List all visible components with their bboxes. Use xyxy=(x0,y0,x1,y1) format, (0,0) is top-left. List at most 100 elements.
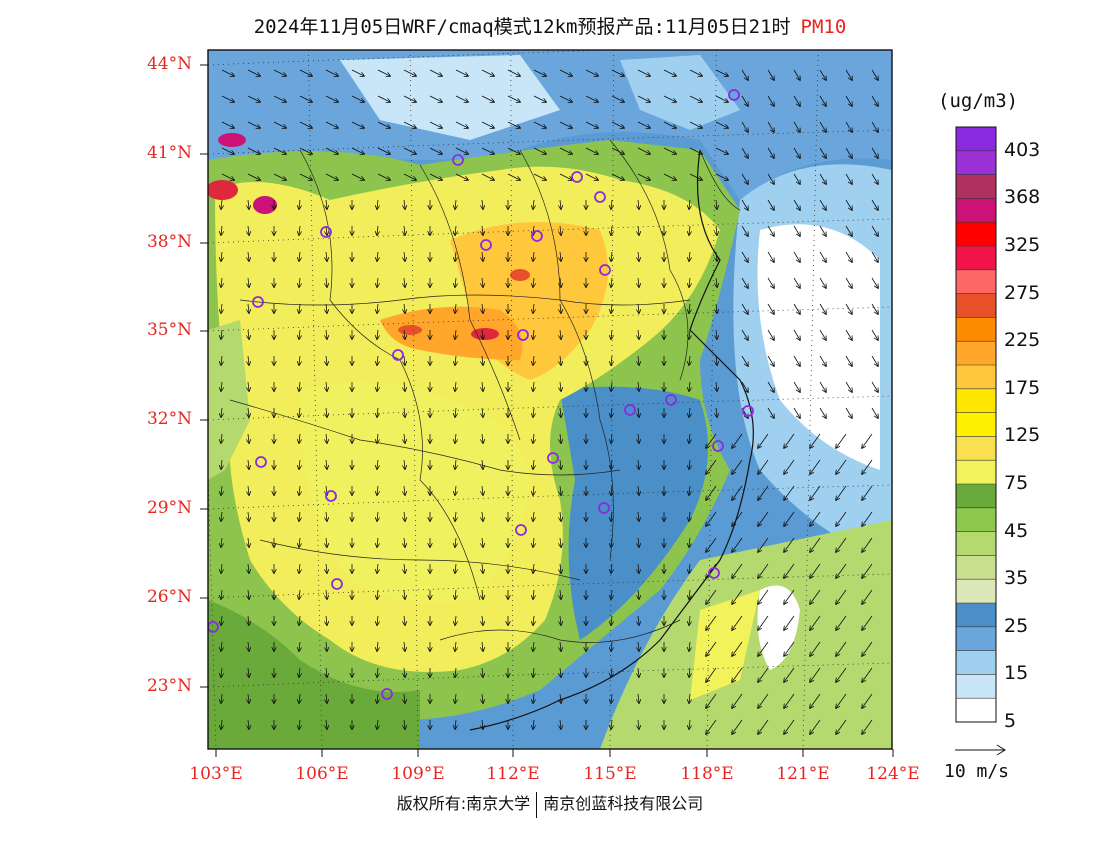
wind-vector xyxy=(533,303,534,313)
colorbar-cell xyxy=(956,412,996,437)
wind-vector xyxy=(663,95,676,102)
wind-vector xyxy=(482,355,483,365)
footer-separator xyxy=(536,791,538,818)
wind-vector xyxy=(221,719,222,729)
wind-vector xyxy=(221,641,222,651)
wind-vector xyxy=(248,277,249,287)
wind-vector xyxy=(325,95,338,102)
southwest-zone xyxy=(208,600,420,749)
wind-vector xyxy=(611,407,612,417)
wind-vector xyxy=(862,641,873,656)
wind-vector xyxy=(871,381,878,392)
wind-vector xyxy=(819,381,826,392)
wind-vector xyxy=(560,485,561,495)
wind-vector xyxy=(836,485,847,500)
wind-vector xyxy=(248,381,249,391)
wind-vector xyxy=(741,381,748,392)
city-marker xyxy=(255,456,267,468)
city-marker xyxy=(252,296,264,308)
wind-vector xyxy=(560,589,561,599)
wind-vector xyxy=(273,121,286,128)
wind-vector xyxy=(732,563,743,578)
wind-vector xyxy=(299,511,300,521)
north-clean-area xyxy=(340,55,560,140)
wind-vector xyxy=(377,95,390,102)
wind-vector xyxy=(299,355,300,365)
wind-vector xyxy=(482,381,483,391)
wind-vector xyxy=(611,381,612,391)
wind-vector xyxy=(716,199,717,209)
colorbar-cell xyxy=(956,198,996,223)
wind-vector xyxy=(326,641,327,651)
map-frame xyxy=(207,49,893,750)
city-marker xyxy=(381,688,393,700)
wind-vector xyxy=(248,589,249,599)
wind-vector xyxy=(377,589,378,599)
wind-vector xyxy=(871,407,878,418)
wind-vector xyxy=(784,537,795,552)
wind-vector xyxy=(845,121,852,132)
wind-vector xyxy=(793,329,800,340)
wind-vector xyxy=(248,719,249,729)
wind-vector xyxy=(429,69,442,76)
wind-vector xyxy=(533,641,534,651)
wind-vector xyxy=(248,303,249,313)
wind-vector xyxy=(845,251,852,262)
city-marker xyxy=(594,191,606,203)
wind-vector xyxy=(560,381,561,391)
wind-vector xyxy=(758,615,769,630)
city-marker xyxy=(728,89,740,101)
wind-vector xyxy=(325,69,338,76)
city-marker xyxy=(325,490,337,502)
wind-vector xyxy=(732,719,743,734)
wind-vector xyxy=(810,537,821,552)
wind-vector xyxy=(248,251,249,261)
wind-vector xyxy=(560,511,561,521)
wind-vector xyxy=(455,485,456,495)
wind-vector xyxy=(862,589,873,604)
wind-vector xyxy=(638,225,639,235)
lat-label: 26°N xyxy=(146,587,192,607)
wind-vector xyxy=(299,121,312,128)
wind-vector xyxy=(716,303,717,313)
wind-vector xyxy=(326,329,327,339)
colorbar-cell xyxy=(956,127,996,152)
wind-vector xyxy=(377,199,378,209)
wind-vector xyxy=(638,381,639,391)
wind-vector xyxy=(793,381,800,392)
wind-vector xyxy=(299,563,300,573)
wind-vector xyxy=(810,667,821,682)
wind-vector xyxy=(351,121,364,128)
wind-vector xyxy=(299,329,300,339)
title-pollutant: PM10 xyxy=(800,16,847,38)
wind-vector xyxy=(689,95,702,102)
wind-vector xyxy=(793,173,800,184)
wind-vector xyxy=(377,615,378,625)
wind-vector xyxy=(559,147,572,154)
lat-label: 23°N xyxy=(146,676,192,696)
wind-vector xyxy=(377,563,378,573)
wind-vector xyxy=(482,511,483,521)
city-marker xyxy=(320,226,332,238)
colorbar-cell xyxy=(956,293,996,318)
wind-vector xyxy=(560,329,561,339)
wind-vector xyxy=(507,95,520,102)
wind-vector xyxy=(455,615,456,625)
wind-vector xyxy=(767,147,774,158)
wind-vector xyxy=(638,537,639,547)
colorbar-label: 75 xyxy=(1004,472,1029,494)
hotspot-north-3 xyxy=(253,196,277,214)
wind-vector xyxy=(689,199,690,209)
wind-vector xyxy=(732,615,743,630)
longitude-gridline xyxy=(893,50,914,749)
city-marker xyxy=(708,567,720,579)
wind-vector xyxy=(429,95,442,102)
wind-vector xyxy=(784,615,795,630)
colorbar-cell xyxy=(956,484,996,509)
wind-vector xyxy=(455,563,456,573)
wind-vector xyxy=(758,589,769,604)
wind-vector xyxy=(377,433,378,443)
wind-vector xyxy=(221,459,222,469)
wind-vector xyxy=(862,563,873,578)
wind-vector xyxy=(326,537,327,547)
